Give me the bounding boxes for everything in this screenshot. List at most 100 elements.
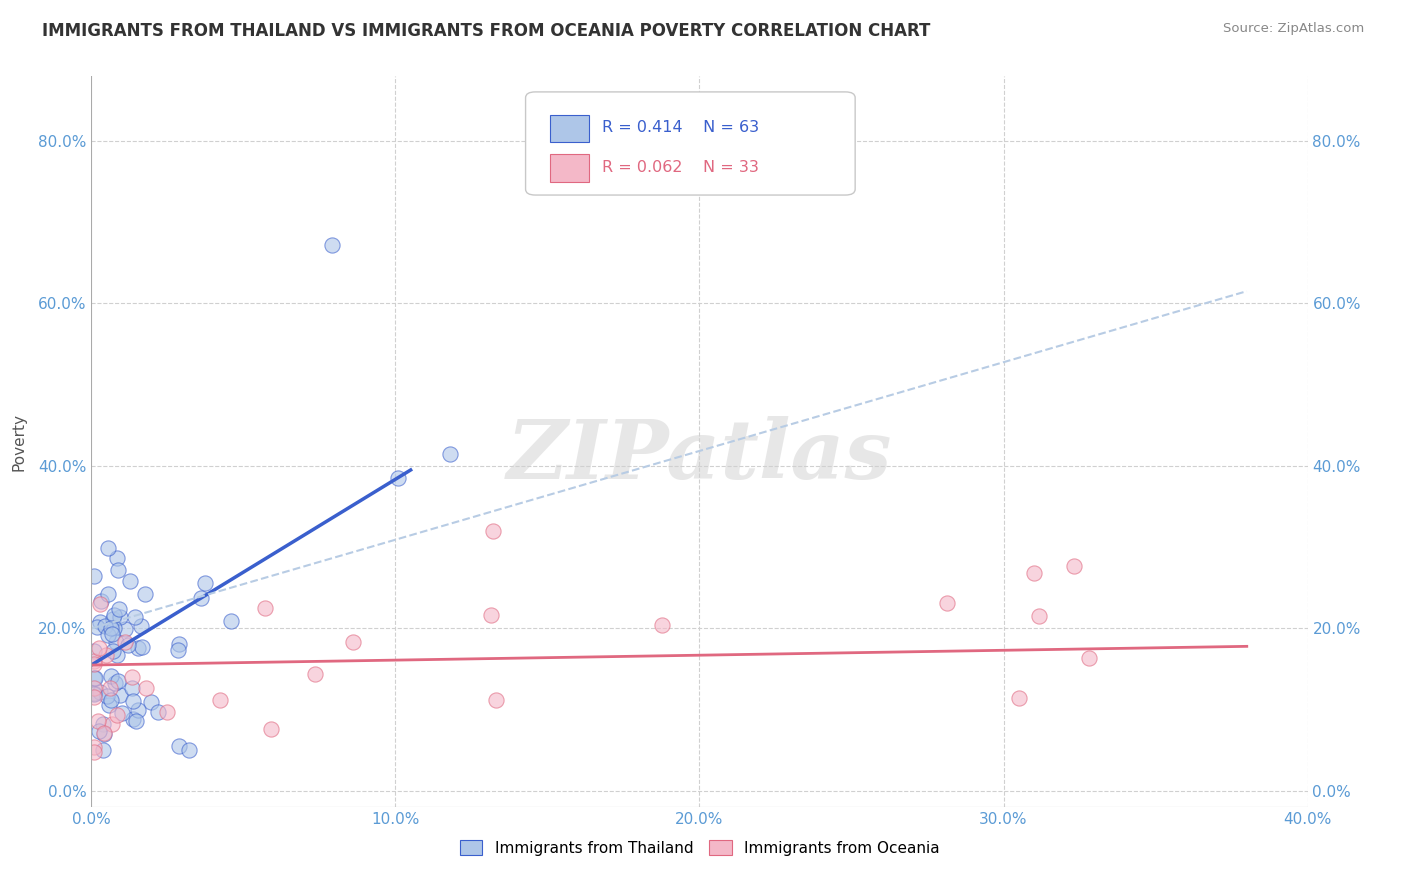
Point <box>83 745 105 759</box>
Point <box>97 698 120 713</box>
Point <box>146 705 169 719</box>
Point <box>105 707 128 722</box>
Point <box>83 681 105 696</box>
Point <box>167 637 190 651</box>
Point <box>105 550 128 565</box>
Point <box>1063 559 1085 574</box>
Point <box>83 654 105 668</box>
Point <box>103 612 125 626</box>
Point <box>97 541 120 555</box>
FancyBboxPatch shape <box>526 92 855 195</box>
Point <box>103 621 125 635</box>
Point <box>96 689 118 703</box>
Point <box>90 594 112 608</box>
Point <box>86 620 108 634</box>
Point <box>135 681 157 695</box>
Point <box>87 723 110 738</box>
Point <box>83 671 105 685</box>
Bar <box>550 114 589 143</box>
Point <box>209 693 232 707</box>
Point <box>87 714 110 728</box>
Text: IMMIGRANTS FROM THAILAND VS IMMIGRANTS FROM OCEANIA POVERTY CORRELATION CHART: IMMIGRANTS FROM THAILAND VS IMMIGRANTS F… <box>42 22 931 40</box>
Point <box>100 668 122 682</box>
Point <box>105 634 128 648</box>
Point <box>122 693 145 707</box>
Point <box>166 643 188 657</box>
Point <box>91 716 114 731</box>
Point <box>107 674 129 689</box>
Point <box>125 714 148 728</box>
Y-axis label: Poverty: Poverty <box>11 412 27 471</box>
Point <box>104 675 127 690</box>
Point <box>84 671 107 685</box>
Point <box>83 644 105 658</box>
Point <box>98 681 121 695</box>
Bar <box>550 154 589 182</box>
Point <box>94 619 117 633</box>
Point <box>651 617 673 632</box>
Point <box>156 705 179 719</box>
Point <box>121 681 143 695</box>
Point <box>83 686 105 700</box>
Point <box>124 609 146 624</box>
Point <box>103 644 125 658</box>
Point <box>1077 650 1099 665</box>
Point <box>83 657 105 672</box>
Point <box>121 670 143 684</box>
Point <box>83 687 105 701</box>
Point <box>100 693 122 707</box>
Point <box>89 685 111 699</box>
Point <box>479 607 502 622</box>
Point <box>481 524 503 538</box>
Point <box>485 693 508 707</box>
Text: Source: ZipAtlas.com: Source: ZipAtlas.com <box>1223 22 1364 36</box>
Point <box>87 641 110 656</box>
Text: R = 0.414    N = 63: R = 0.414 N = 63 <box>602 120 759 136</box>
Point <box>105 648 128 663</box>
Point <box>387 471 409 485</box>
Point <box>110 609 132 624</box>
Point <box>194 575 217 590</box>
Point <box>219 614 242 628</box>
Point <box>96 648 118 663</box>
Point <box>111 706 134 720</box>
Point <box>93 726 115 740</box>
Point <box>103 607 125 622</box>
Text: ZIPatlas: ZIPatlas <box>506 417 893 496</box>
Point <box>107 563 129 577</box>
Point <box>1022 566 1045 581</box>
Point <box>167 739 190 754</box>
Point <box>936 595 959 609</box>
Point <box>83 739 105 754</box>
Point <box>127 703 149 717</box>
Point <box>100 626 122 640</box>
Point <box>117 638 139 652</box>
Point <box>108 688 131 702</box>
Point <box>89 615 111 630</box>
Point <box>321 238 343 252</box>
Point <box>93 727 115 741</box>
Point <box>439 447 461 461</box>
Point <box>134 587 156 601</box>
Point <box>1008 690 1031 705</box>
Point <box>107 602 129 616</box>
Point <box>254 601 277 615</box>
Point <box>129 618 152 632</box>
Point <box>260 722 283 736</box>
Legend: Immigrants from Thailand, Immigrants from Oceania: Immigrants from Thailand, Immigrants fro… <box>454 834 945 862</box>
Point <box>114 635 136 649</box>
Point <box>114 622 136 636</box>
Point <box>100 621 122 635</box>
Point <box>83 690 105 704</box>
Point <box>97 628 120 642</box>
Point <box>1028 608 1050 623</box>
Point <box>89 597 111 611</box>
Point <box>127 641 149 656</box>
Point <box>91 743 114 757</box>
Point <box>190 591 212 605</box>
Point <box>122 712 145 726</box>
Text: R = 0.062    N = 33: R = 0.062 N = 33 <box>602 160 759 175</box>
Point <box>177 743 200 757</box>
Point <box>101 717 124 731</box>
Point <box>304 667 326 681</box>
